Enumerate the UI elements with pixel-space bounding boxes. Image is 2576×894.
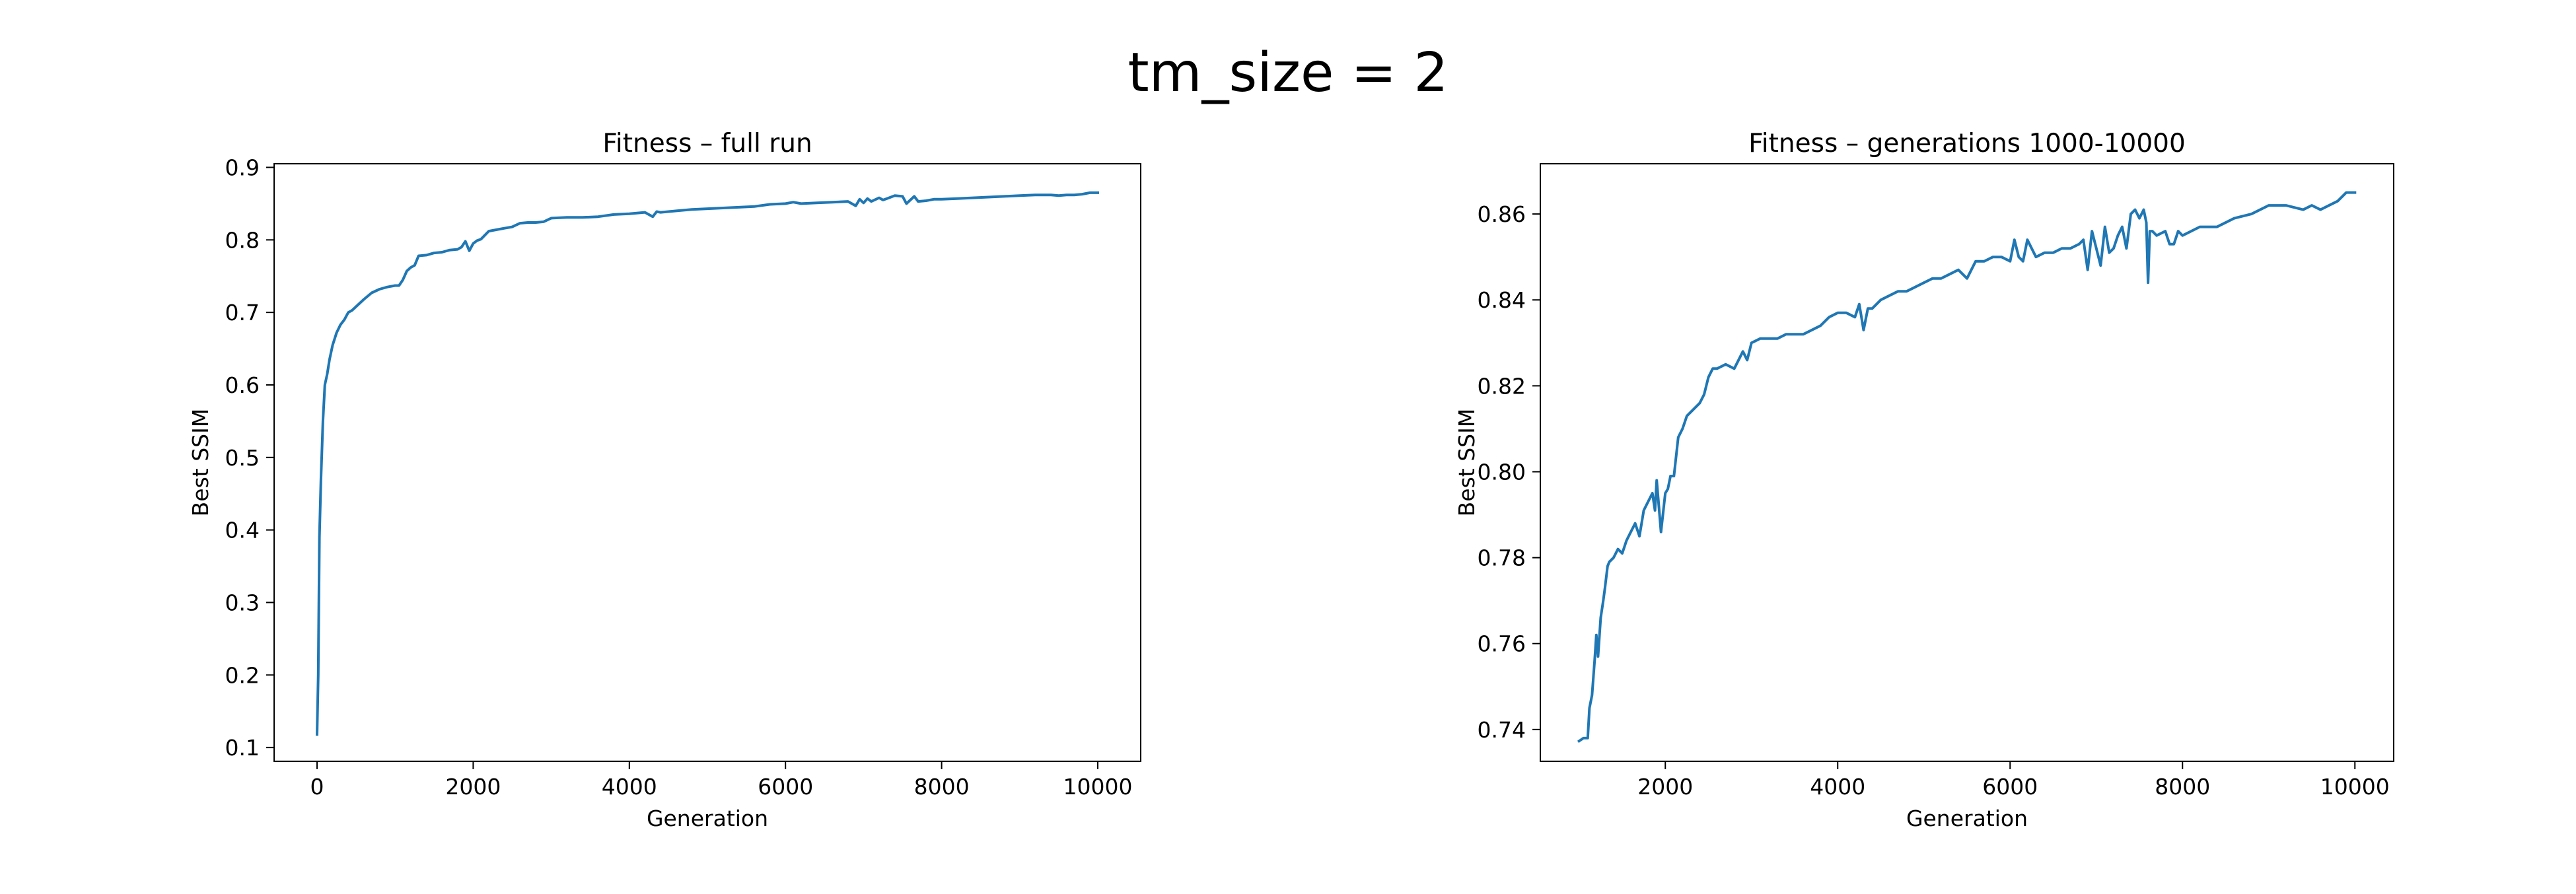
y-axis-label: Best SSIM	[188, 409, 213, 517]
chart-2: 2000 4000 6000 8000 10000 0.74 0.76 0.78 0.80 0.8…	[1454, 129, 2394, 831]
y-tick-label: 0.9	[225, 155, 260, 180]
y-tick-label: 0.74	[1478, 717, 1526, 743]
x-tick-label: 10000	[2320, 774, 2390, 800]
y-tick-label: 0.76	[1478, 631, 1526, 657]
series-line	[315, 191, 1099, 736]
x-tick-label: 4000	[602, 774, 657, 800]
y-tick-label: 0.2	[225, 662, 260, 688]
plot-frame	[1540, 163, 2394, 762]
chart-1: 0 2000 4000 6000 8000 10000 0.1 0.2 0.3 0.4 0.5 0.6…	[188, 129, 1141, 831]
x-tick-label: 6000	[1982, 774, 2038, 800]
y-tick-label: 0.3	[225, 590, 260, 615]
y-axis-label: Best SSIM	[1454, 409, 1480, 517]
x-axis-label: Generation	[1906, 806, 2028, 831]
x-tick-label: 6000	[758, 774, 813, 800]
y-tick-label: 0.6	[225, 372, 260, 398]
y-tick-label: 0.1	[225, 735, 260, 761]
x-tick-label: 8000	[914, 774, 970, 800]
y-tick-label: 0.78	[1478, 545, 1526, 571]
y-tick-label: 0.4	[225, 518, 260, 543]
y-tick-label: 0.80	[1478, 459, 1526, 485]
y-tick-label: 0.86	[1478, 201, 1526, 227]
y-tick-label: 0.8	[225, 227, 260, 253]
x-axis-label: Generation	[647, 806, 768, 831]
figure-title: tm_size = 2	[1127, 42, 1449, 104]
x-tick-label: 10000	[1063, 774, 1132, 800]
y-tick-label: 0.84	[1478, 287, 1526, 313]
chart-title: Fitness – generations 1000-10000	[1748, 129, 2186, 158]
x-tick-label: 0	[310, 774, 324, 800]
x-tick-label: 4000	[1810, 774, 1865, 800]
y-tick-label: 0.5	[225, 445, 260, 471]
y-tick-label: 0.7	[225, 300, 260, 326]
plot-frame	[273, 163, 1141, 762]
y-tick-label: 0.82	[1478, 373, 1526, 399]
x-tick-label: 8000	[2155, 774, 2210, 800]
x-tick-label: 2000	[445, 774, 501, 800]
x-tick-label: 2000	[1637, 774, 1693, 800]
series-line	[1577, 191, 2357, 743]
chart-title: Fitness – full run	[602, 129, 812, 158]
